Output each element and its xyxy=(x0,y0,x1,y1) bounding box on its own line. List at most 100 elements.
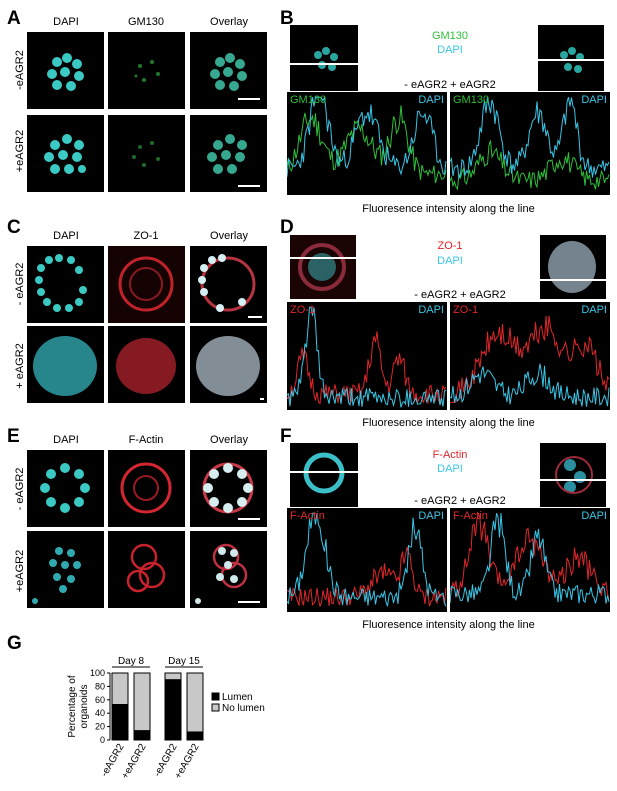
trace-label-b-r2: DAPI xyxy=(581,94,607,106)
scale-bar xyxy=(238,601,260,603)
bar-no-lumen xyxy=(186,672,204,733)
legend-label: Lumen xyxy=(222,692,253,703)
panel-letter-d: D xyxy=(280,217,294,238)
inset-d-left xyxy=(290,235,356,299)
trace-label-d-r1: ZO-1 xyxy=(453,304,479,316)
y-axis-label: organoids xyxy=(79,685,90,729)
conditions-b: - eAGR2 + eAGR2 xyxy=(404,79,496,91)
micrograph-e-factin-1 xyxy=(108,450,185,527)
caption-f: Fluoresence intensity along the line xyxy=(362,619,535,631)
trace-label-d-r2: DAPI xyxy=(581,304,607,316)
trace-b-left: GM130 DAPI xyxy=(287,92,447,195)
trace-label-b-r1: GM130 xyxy=(453,94,490,106)
micrograph-c-overlay-1 xyxy=(190,246,267,323)
group-label: Day 15 xyxy=(168,656,200,667)
bar-lumen xyxy=(186,731,204,741)
row-label-c2: + eAGR2 xyxy=(14,343,26,389)
bar-lumen xyxy=(164,679,182,741)
col-label-overlay-e: Overlay xyxy=(210,434,248,446)
intensity-trace xyxy=(450,315,610,404)
line-profile-marker xyxy=(290,257,356,259)
bar-lumen xyxy=(111,703,129,741)
legend-label: No lumen xyxy=(222,703,265,714)
panel-letter-c: C xyxy=(7,217,21,238)
intensity-trace xyxy=(287,512,447,607)
caption-d: Fluoresence intensity along the line xyxy=(362,417,535,429)
row-label-e2: +eAGR2 xyxy=(14,549,26,593)
scale-bar xyxy=(238,518,260,520)
conditions-f: - eAGR2 + eAGR2 xyxy=(414,495,506,507)
intensity-trace xyxy=(287,96,447,177)
col-label-overlay-c: Overlay xyxy=(210,230,248,242)
inset-b-left xyxy=(290,25,358,91)
y-tick-label: 40 xyxy=(95,708,105,718)
trace-b-right: GM130 DAPI xyxy=(450,92,610,195)
line-profile-marker xyxy=(290,471,358,473)
micrograph-c-dapi-1 xyxy=(27,246,104,323)
micrograph-e-dapi-1 xyxy=(27,450,104,527)
micrograph-e-factin-2 xyxy=(108,531,185,608)
legend-swatch xyxy=(211,692,220,701)
micrograph-e-overlay-1 xyxy=(190,450,267,527)
col-label-dapi-a: DAPI xyxy=(53,16,79,28)
intensity-trace xyxy=(450,513,610,604)
micrograph-c-dapi-2 xyxy=(27,326,104,403)
col-label-overlay-a: Overlay xyxy=(210,16,248,28)
legend-d-top: ZO-1 xyxy=(437,240,463,252)
intensity-trace xyxy=(287,331,447,405)
row-label-a2: +eAGR2 xyxy=(14,129,26,173)
panel-letter-g: G xyxy=(7,633,22,654)
y-tick-label: 0 xyxy=(100,735,105,745)
inset-f-right xyxy=(540,443,606,507)
line-profile-marker xyxy=(290,63,358,65)
col-label-factin-e: F-Actin xyxy=(128,434,164,446)
y-tick-label: 20 xyxy=(95,722,105,732)
micrograph-a-gm130-1 xyxy=(108,32,185,109)
inset-f-left xyxy=(290,443,358,507)
legend-b-bottom: DAPI xyxy=(437,44,463,56)
micrograph-a-dapi-2 xyxy=(27,115,104,192)
trace-label-f-l1: F-Actin xyxy=(290,510,325,522)
panel-letter-f: F xyxy=(280,426,292,447)
conditions-d: - eAGR2 + eAGR2 xyxy=(414,289,506,301)
legend-swatch xyxy=(211,703,220,712)
trace-label-f-l2: DAPI xyxy=(418,510,444,522)
intensity-trace xyxy=(287,306,447,408)
scale-bar xyxy=(248,316,262,318)
legend-d-bottom: DAPI xyxy=(437,255,463,267)
scale-bar xyxy=(238,185,260,187)
intensity-trace xyxy=(450,97,610,180)
trace-label-f-r1: F-Actin xyxy=(453,510,488,522)
intensity-trace xyxy=(450,513,610,600)
trace-label-f-r2: DAPI xyxy=(581,510,607,522)
micrograph-e-dapi-2 xyxy=(27,531,104,608)
micrograph-a-gm130-2 xyxy=(108,115,185,192)
micrograph-e-overlay-2 xyxy=(190,531,267,608)
trace-d-left: ZO-1 DAPI xyxy=(287,302,447,410)
micrograph-c-zo1-2 xyxy=(108,326,185,403)
trace-f-right: F-Actin DAPI xyxy=(450,508,610,612)
row-label-c1: - eAGR2 xyxy=(14,262,26,306)
col-label-gm130-a: GM130 xyxy=(127,16,165,28)
line-profile-marker xyxy=(540,479,606,481)
bar-no-lumen xyxy=(133,672,151,732)
y-axis-label: Percentage of xyxy=(67,675,78,737)
trace-d-right: ZO-1 DAPI xyxy=(450,302,610,410)
col-label-dapi-e: DAPI xyxy=(53,434,79,446)
row-label-e1: - eAGR2 xyxy=(14,467,26,511)
row-label-a1: -eAGR2 xyxy=(14,50,26,90)
panel-letter-b: B xyxy=(280,8,294,29)
line-profile-marker xyxy=(540,279,606,281)
group-label: Day 8 xyxy=(118,656,145,667)
y-tick-label: 60 xyxy=(95,695,105,705)
trace-label-d-l2: DAPI xyxy=(418,304,444,316)
micrograph-c-overlay-2 xyxy=(190,326,267,403)
trace-f-left: F-Actin DAPI xyxy=(287,508,447,612)
trace-label-b-l1: GM130 xyxy=(290,94,327,106)
bar-lumen xyxy=(133,730,151,741)
intensity-trace xyxy=(287,105,447,184)
scale-bar xyxy=(238,98,260,100)
caption-b: Fluoresence intensity along the line xyxy=(362,203,535,215)
legend-f-bottom: DAPI xyxy=(437,463,463,475)
